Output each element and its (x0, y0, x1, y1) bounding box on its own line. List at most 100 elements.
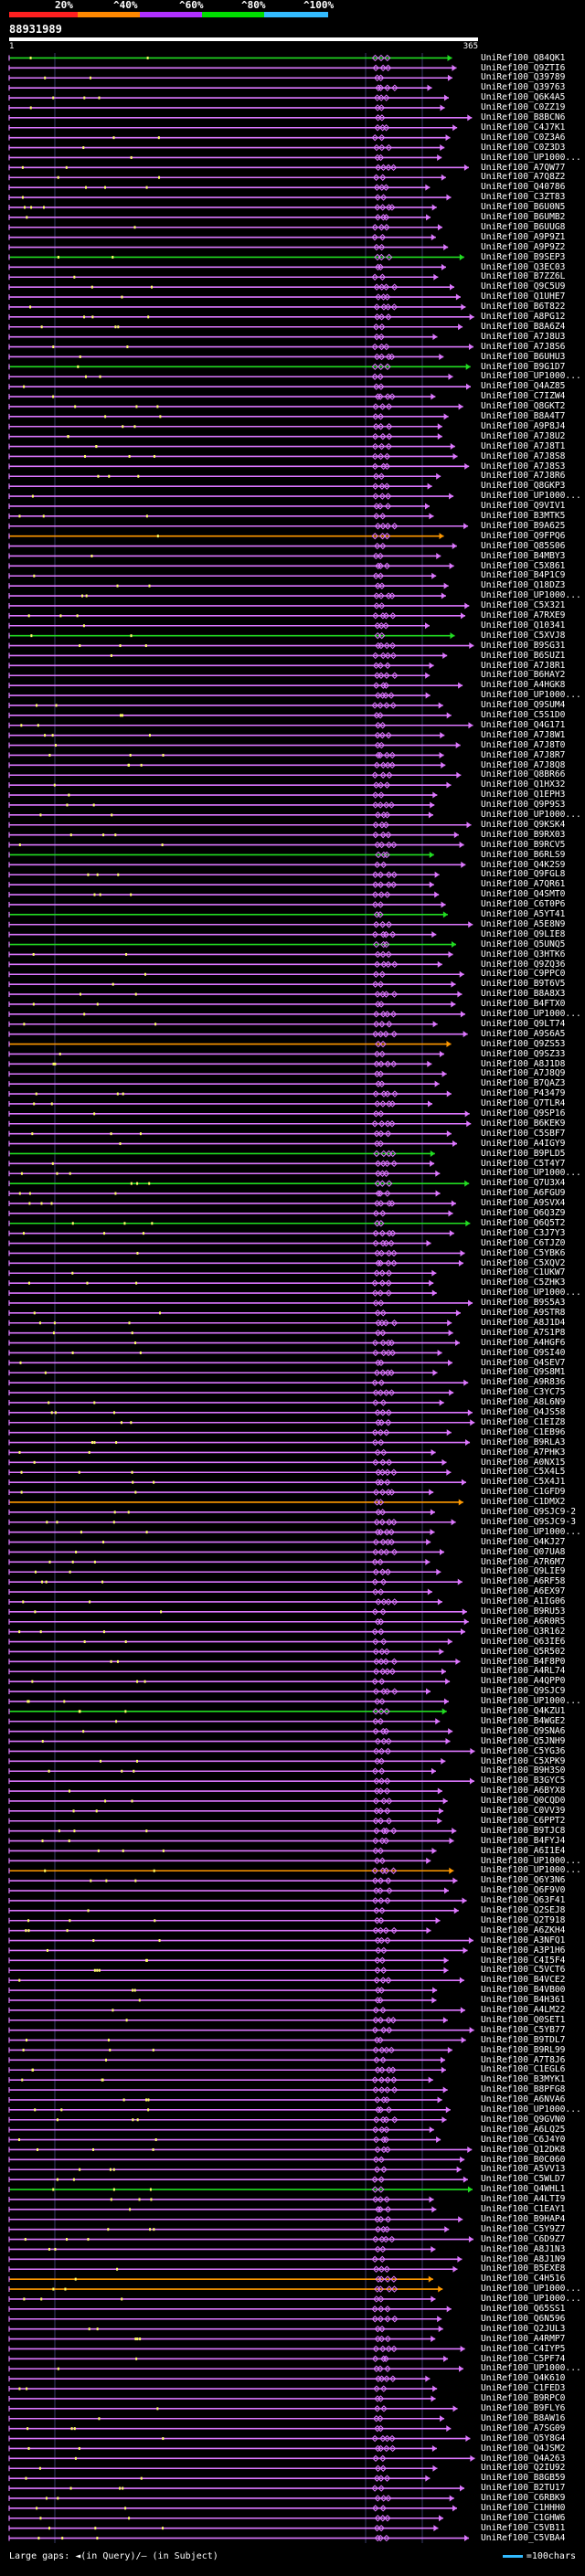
hit-label[interactable]: UniRef100_Q12DK8 (481, 2144, 566, 2155)
hit-label[interactable]: UniRef100_C5S1D0 (481, 710, 566, 721)
hit-label[interactable]: UniRef100_A6FGU9 (481, 1188, 566, 1199)
hit-label[interactable]: UniRef100_A7J8R7 (481, 749, 566, 760)
hit-label[interactable]: UniRef100_UP1000... (481, 690, 581, 701)
hit-label[interactable]: UniRef100_Q9VIV1 (481, 501, 566, 512)
hit-label[interactable]: UniRef100_UP1000... (481, 2294, 581, 2305)
hit-label[interactable]: UniRef100_Q1UHE7 (481, 292, 566, 302)
hit-label[interactable]: UniRef100_A4RMP7 (481, 2333, 566, 2344)
hit-label[interactable]: UniRef100_UP1000... (481, 1168, 581, 1179)
hit-label[interactable]: UniRef100_UP1000... (481, 371, 581, 382)
hit-label[interactable]: UniRef100_A5YT41 (481, 909, 566, 920)
hit-label[interactable]: UniRef100_A4LM22 (481, 2005, 566, 2016)
hit-label[interactable]: UniRef100_Q4K610 (481, 2373, 566, 2384)
hit-label[interactable]: UniRef100_UP1000... (481, 1009, 581, 1020)
hit-label[interactable]: UniRef100_C5SBF7 (481, 1128, 566, 1139)
hit-label[interactable]: UniRef100_A7R6M7 (481, 1556, 566, 1567)
hit-label[interactable]: UniRef100_B4FYJ4 (481, 1835, 566, 1846)
hit-label[interactable]: UniRef100_C5X4L5 (481, 1467, 566, 1478)
hit-label[interactable]: UniRef100_Q9SUM4 (481, 700, 566, 711)
hit-label[interactable]: UniRef100_C0Z3D3 (481, 142, 566, 153)
hit-label[interactable]: UniRef100_B8A4T7 (481, 411, 566, 422)
hit-label[interactable]: UniRef100_B2TU17 (481, 2483, 566, 2494)
hit-label[interactable]: UniRef100_Q9LT74 (481, 1018, 566, 1029)
hit-label[interactable]: UniRef100_B8A6Z4 (481, 321, 566, 332)
hit-label[interactable]: UniRef100_B9HAP4 (481, 2213, 566, 2224)
hit-label[interactable]: UniRef100_C5VBA4 (481, 2532, 566, 2543)
hit-label[interactable]: UniRef100_B9RL99 (481, 2044, 566, 2055)
hit-label[interactable]: UniRef100_B6UMB2 (481, 212, 566, 223)
hit-label[interactable]: UniRef100_A7J8R6 (481, 471, 566, 482)
hit-label[interactable]: UniRef100_C1HHH0 (481, 2503, 566, 2514)
hit-label[interactable]: UniRef100_A7QR61 (481, 879, 566, 890)
hit-label[interactable]: UniRef100_B9G1D7 (481, 361, 566, 372)
hit-label[interactable]: UniRef100_UP1000... (481, 1288, 581, 1299)
hit-label[interactable]: UniRef100_A9P9Z2 (481, 241, 566, 252)
hit-label[interactable]: UniRef100_A8J1D4 (481, 1317, 566, 1328)
hit-label[interactable]: UniRef100_UP1000... (481, 2104, 581, 2115)
hit-label[interactable]: UniRef100_Q6N596 (481, 2313, 566, 2324)
hit-label[interactable]: UniRef100_C5XPK9 (481, 1755, 566, 1766)
hit-label[interactable]: UniRef100_B4FTX0 (481, 999, 566, 1010)
hit-label[interactable]: UniRef100_A3NFQ1 (481, 1935, 566, 1945)
hit-label[interactable]: UniRef100_B9RX03 (481, 829, 566, 840)
hit-label[interactable]: UniRef100_C0Z3A6 (481, 132, 566, 143)
hit-label[interactable]: UniRef100_Q4K2S9 (481, 859, 566, 870)
hit-label[interactable]: UniRef100_Q2SEJ8 (481, 1905, 566, 1916)
hit-label[interactable]: UniRef100_A8L6N9 (481, 1397, 566, 1408)
hit-label[interactable]: UniRef100_C6TJZ0 (481, 1237, 566, 1248)
hit-label[interactable]: UniRef100_Q9FPQ6 (481, 530, 566, 541)
hit-label[interactable]: UniRef100_B8BCN6 (481, 112, 566, 123)
hit-label[interactable]: UniRef100_A7PHK3 (481, 1447, 566, 1458)
hit-label[interactable]: UniRef100_A6LQ25 (481, 2124, 566, 2135)
hit-label[interactable]: UniRef100_A4RL74 (481, 1666, 566, 1677)
hit-label[interactable]: UniRef100_A6RF58 (481, 1576, 566, 1587)
hit-label[interactable]: UniRef100_A5E8N9 (481, 918, 566, 929)
hit-label[interactable]: UniRef100_Q9ZS53 (481, 1038, 566, 1049)
hit-label[interactable]: UniRef100_UP1000... (481, 152, 581, 163)
hit-label[interactable]: UniRef100_B9TDL7 (481, 2034, 566, 2045)
hit-label[interactable]: UniRef100_B8AW16 (481, 2412, 566, 2423)
hit-label[interactable]: UniRef100_C4IYP5 (481, 2343, 566, 2354)
hit-label[interactable]: UniRef100_A7J8Q8 (481, 759, 566, 770)
hit-label[interactable]: UniRef100_B9S5A3 (481, 1298, 566, 1309)
hit-label[interactable]: UniRef100_Q9SNA6 (481, 1725, 566, 1736)
hit-label[interactable]: UniRef100_Q63F41 (481, 1895, 566, 1906)
hit-label[interactable]: UniRef100_Q6Q3Z9 (481, 1208, 566, 1219)
hit-label[interactable]: UniRef100_B9H3S0 (481, 1765, 566, 1776)
hit-label[interactable]: UniRef100_C1DMX2 (481, 1497, 566, 1508)
hit-label[interactable]: UniRef100_A7J8U2 (481, 430, 566, 441)
hit-label[interactable]: UniRef100_C3YC75 (481, 1387, 566, 1398)
hit-label[interactable]: UniRef100_C6T0P6 (481, 899, 566, 910)
hit-label[interactable]: UniRef100_A6NVA6 (481, 2094, 566, 2105)
hit-label[interactable]: UniRef100_A6I1E4 (481, 1845, 566, 1856)
hit-label[interactable]: UniRef100_A9SVX4 (481, 1198, 566, 1209)
hit-label[interactable]: UniRef100_C1EGL6 (481, 2064, 566, 2075)
hit-label[interactable]: UniRef100_B4VB00 (481, 1985, 566, 1996)
hit-label[interactable]: UniRef100_Q5Y8G4 (481, 2433, 566, 2443)
hit-label[interactable]: UniRef100_B9RLA3 (481, 1436, 566, 1447)
hit-label[interactable]: UniRef100_Q39763 (481, 82, 566, 93)
hit-label[interactable]: UniRef100_Q9SZ33 (481, 1048, 566, 1059)
hit-label[interactable]: UniRef100_A3P1H6 (481, 1945, 566, 1956)
hit-label[interactable]: UniRef100_B9A625 (481, 520, 566, 531)
hit-label[interactable]: UniRef100_Q4JSM2 (481, 2443, 566, 2454)
hit-label[interactable]: UniRef100_B9PLD5 (481, 1148, 566, 1159)
hit-label[interactable]: UniRef100_B6SUZ1 (481, 650, 566, 661)
hit-label[interactable]: UniRef100_B6RLS9 (481, 849, 566, 860)
hit-label[interactable]: UniRef100_A7J8W1 (481, 729, 566, 740)
hit-label[interactable]: UniRef100_C5XQV2 (481, 1257, 566, 1268)
hit-label[interactable]: UniRef100_B7ZZ6L (481, 271, 566, 282)
hit-label[interactable]: UniRef100_Q1EPH3 (481, 790, 566, 800)
hit-label[interactable]: UniRef100_A7Q8Z2 (481, 172, 566, 183)
hit-label[interactable]: UniRef100_Q9GVN0 (481, 2114, 566, 2125)
hit-label[interactable]: UniRef100_A0NX15 (481, 1457, 566, 1468)
hit-label[interactable]: UniRef100_Q6F9V0 (481, 1885, 566, 1896)
hit-label[interactable]: UniRef100_C5YB77 (481, 2024, 566, 2035)
hit-label[interactable]: UniRef100_B8PFG8 (481, 2084, 566, 2095)
hit-label[interactable]: UniRef100_Q9S8M1 (481, 1367, 566, 1378)
hit-label[interactable]: UniRef100_Q3EC03 (481, 261, 566, 272)
hit-label[interactable]: UniRef100_UP1000... (481, 2363, 581, 2374)
hit-label[interactable]: UniRef100_C5Y9Z7 (481, 2223, 566, 2234)
hit-label[interactable]: UniRef100_Q8BR66 (481, 769, 566, 780)
hit-label[interactable]: UniRef100_B9T6V5 (481, 979, 566, 990)
